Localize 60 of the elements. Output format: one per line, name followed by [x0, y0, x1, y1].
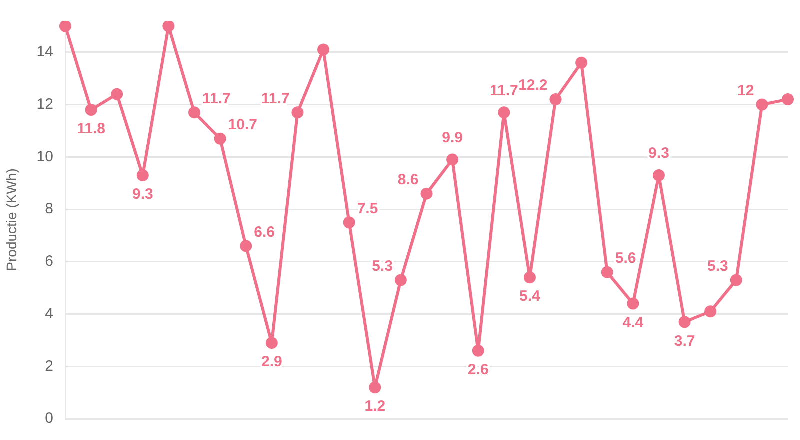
point: [59, 21, 72, 32]
data-label: 5.6: [615, 250, 636, 268]
data-label: 7.5: [357, 200, 378, 218]
point: [782, 94, 794, 106]
point: [394, 274, 407, 286]
point: [369, 382, 382, 394]
point: [576, 56, 588, 69]
point: [318, 44, 330, 56]
y-axis-title: Productie (KWh): [3, 168, 20, 272]
data-label: 9.3: [132, 186, 154, 204]
point: [756, 98, 768, 111]
data-label: 11.7: [490, 82, 518, 100]
point: [420, 188, 433, 200]
data-label: 12.2: [518, 77, 548, 94]
point: [266, 337, 278, 350]
point: [292, 106, 304, 119]
point: [601, 266, 614, 278]
point: [704, 306, 717, 318]
point: [498, 106, 510, 119]
data-label: 9.3: [648, 145, 670, 162]
point: [730, 274, 742, 286]
y-tick-label: 14: [36, 44, 54, 61]
data-label: 5.3: [708, 258, 728, 275]
data-label: 12: [738, 82, 754, 100]
data-label: 5.3: [372, 258, 393, 275]
point: [678, 316, 691, 328]
data-label: 4.4: [622, 314, 644, 332]
point: [524, 272, 536, 284]
data-label: 6.6: [254, 224, 275, 241]
data-label: 9.9: [442, 129, 463, 146]
data-label: 11.8: [77, 120, 106, 138]
y-tick-label: 12: [36, 96, 54, 113]
y-tick-label: 2: [45, 358, 54, 375]
point: [550, 94, 562, 106]
point: [136, 169, 149, 182]
y-tick-label: 0: [45, 410, 54, 428]
point: [85, 104, 98, 116]
point: [162, 21, 175, 32]
data-label: 11.7: [202, 90, 231, 108]
y-tick-label: 8: [45, 200, 54, 218]
data-label: 2.9: [261, 354, 282, 371]
data-label: 1.2: [364, 398, 386, 416]
data-label: 3.7: [674, 332, 696, 350]
point: [652, 169, 665, 182]
y-tick-label: 4: [45, 305, 54, 322]
point: [111, 88, 124, 100]
point: [188, 106, 201, 119]
point: [343, 216, 356, 229]
y-tick-label: 6: [45, 253, 54, 270]
y-tick-label: 10: [36, 148, 54, 166]
point: [627, 298, 640, 310]
data-label: 10.7: [228, 116, 258, 134]
data-label: 8.6: [398, 171, 419, 188]
point: [240, 240, 252, 252]
point: [472, 344, 484, 357]
data-label: 5.4: [520, 288, 542, 306]
point: [446, 154, 459, 166]
point: [214, 132, 226, 145]
data-label: 11.7: [261, 90, 290, 108]
data-label: 2.6: [468, 362, 489, 379]
